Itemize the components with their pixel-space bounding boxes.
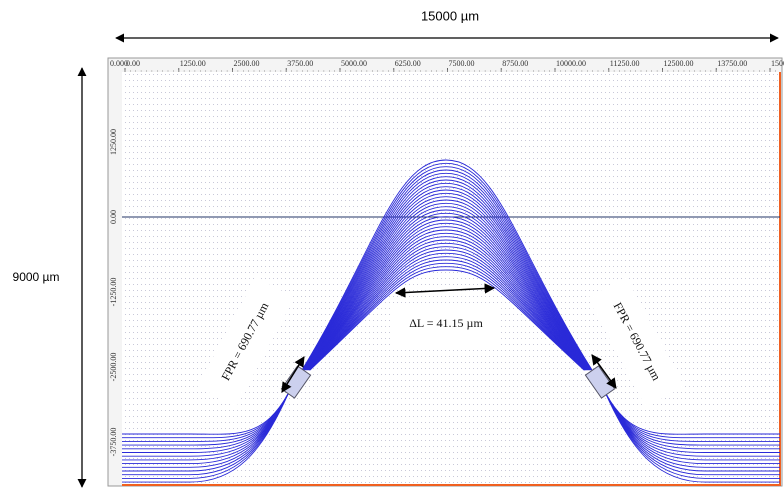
ruler-origin: 0.000	[110, 59, 128, 68]
waveguides	[122, 159, 780, 483]
array-waveguide	[301, 159, 593, 371]
ruler-label: 10000.00	[556, 59, 586, 68]
ruler-label: 3750.00	[287, 59, 313, 68]
array-waveguide	[307, 239, 587, 371]
array-waveguide	[304, 196, 590, 371]
ruler-label: -2500.00	[109, 353, 118, 382]
array-waveguide	[308, 252, 586, 371]
array-waveguide	[306, 229, 588, 371]
array-waveguide	[307, 242, 587, 371]
array-waveguide	[306, 226, 588, 371]
ruler-label: 13750.00	[717, 59, 747, 68]
dot-grid	[122, 72, 780, 484]
array-waveguide	[309, 269, 585, 371]
array-waveguide	[302, 172, 592, 371]
ruler-label: 11250.00	[610, 59, 640, 68]
ruler-label: 5000.00	[341, 59, 367, 68]
ruler-label: 15000	[771, 59, 784, 68]
array-waveguide	[305, 209, 589, 371]
ruler-label: 7500.00	[449, 59, 475, 68]
fpr-arrow	[591, 354, 617, 389]
array-waveguide	[307, 236, 587, 371]
array-waveguide	[306, 232, 588, 371]
array-waveguide	[303, 179, 591, 371]
io-waveguide	[605, 393, 780, 483]
array-waveguide	[308, 256, 586, 371]
width-label: 15000 µm	[421, 8, 479, 23]
ruler-label: -1250.00	[109, 278, 118, 307]
note-box	[392, 306, 500, 346]
rulers: 0.00 1250.00 2500.00 3750.00 5000.00 6250.00 7…	[109, 59, 784, 457]
array-waveguide	[308, 259, 586, 371]
array-waveguide	[303, 186, 591, 371]
array-waveguide	[302, 169, 592, 371]
ruler-label: 2500.00	[234, 59, 260, 68]
array-waveguide	[304, 192, 590, 371]
array-waveguide	[305, 216, 589, 371]
array-waveguide	[308, 249, 586, 371]
delta-l-label: ΔL = 41.15 µm	[409, 316, 483, 330]
array-waveguide	[302, 166, 592, 371]
ruler-label: 1250.00	[180, 59, 206, 68]
array-waveguide	[303, 182, 591, 371]
array-waveguide	[304, 199, 590, 371]
array-waveguide	[302, 176, 592, 371]
ruler-label: 0.00	[126, 59, 140, 68]
ruler-label: 12500.00	[664, 59, 694, 68]
note-box	[587, 276, 685, 408]
note-box	[197, 276, 295, 408]
io-waveguide	[122, 393, 289, 483]
array-waveguide	[309, 262, 585, 371]
array-waveguide	[301, 162, 593, 371]
ruler-label: 1250.00	[109, 129, 118, 155]
ruler-label: -3750.00	[109, 428, 118, 457]
delta-l-arrow	[394, 283, 496, 298]
array-waveguide	[303, 189, 591, 371]
array-waveguide	[309, 266, 585, 371]
array-waveguide	[306, 219, 588, 371]
ruler-label: 6250.00	[395, 59, 421, 68]
height-label: 9000 µm	[13, 270, 60, 284]
array-waveguide	[306, 222, 588, 371]
array-waveguide	[305, 212, 589, 371]
ruler-label: 0.00	[109, 210, 118, 224]
array-waveguide	[305, 206, 589, 371]
fpr-arrow	[281, 356, 305, 393]
array-waveguide	[304, 202, 590, 371]
array-waveguide	[307, 246, 587, 371]
ruler-label: 8750.00	[502, 59, 528, 68]
